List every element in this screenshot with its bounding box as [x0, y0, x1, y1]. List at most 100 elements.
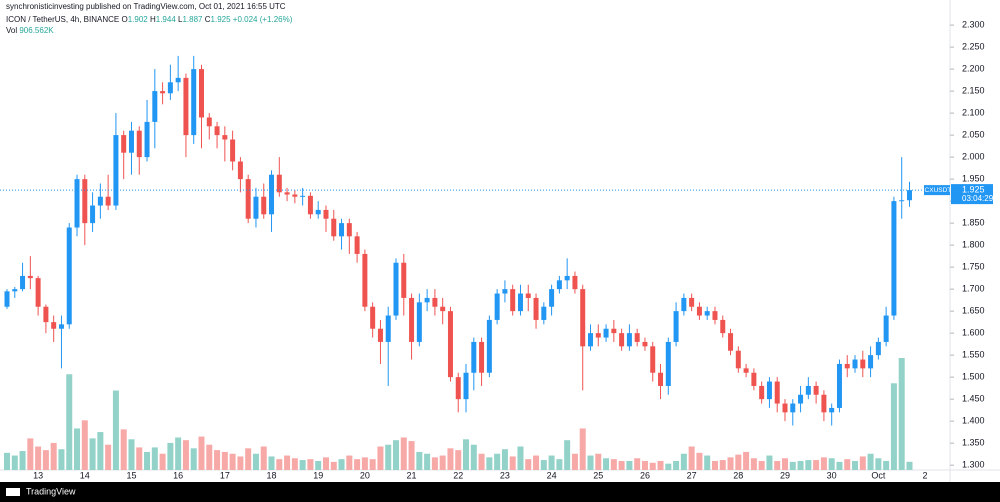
volume-bar — [144, 451, 151, 470]
candle-body — [603, 328, 609, 338]
candle-body — [300, 195, 306, 197]
ohlc-key: C — [205, 15, 211, 24]
candle-body — [479, 341, 485, 373]
candle-body — [191, 69, 197, 136]
candle-body — [393, 262, 399, 316]
candle-body — [175, 77, 181, 83]
volume-bar — [805, 460, 812, 470]
candle-body — [805, 385, 811, 395]
candle-body — [813, 385, 819, 395]
candle-body — [533, 297, 539, 320]
candle-body — [588, 333, 593, 347]
candle-body — [906, 190, 912, 201]
volume-bar — [128, 439, 135, 470]
candle-body — [331, 218, 337, 237]
volume-bar — [385, 444, 392, 470]
y-tick-label: 1.800 — [962, 239, 985, 249]
ohlc-key: L — [178, 15, 183, 24]
y-tick-label: 2.050 — [962, 129, 985, 139]
candle-body — [510, 289, 516, 312]
volume-bar — [408, 441, 415, 470]
candle-body — [883, 315, 889, 342]
candle-body — [307, 195, 313, 215]
candle-body — [160, 91, 166, 94]
volume-bar — [268, 456, 275, 470]
y-tick-label: 2.000 — [962, 151, 985, 161]
volume-bar — [276, 459, 283, 470]
volume-bar — [431, 457, 438, 470]
volume-bar — [673, 460, 680, 470]
candle-body — [821, 394, 827, 413]
volume-bar — [182, 440, 189, 470]
volume-bar — [315, 460, 322, 470]
volume-bar — [564, 440, 571, 470]
volume-bar — [27, 438, 34, 470]
candle-body — [782, 403, 788, 413]
volume-bar — [112, 390, 119, 470]
candle-body — [549, 289, 555, 307]
x-tick-label: 25 — [593, 470, 603, 480]
volume-bar — [58, 449, 65, 470]
candle-body — [90, 205, 96, 224]
y-tick-label: 1.550 — [962, 350, 985, 360]
volume-bar — [463, 439, 470, 470]
y-tick-label: 2.100 — [962, 107, 985, 117]
volume-bar — [338, 459, 345, 470]
candle-body — [183, 77, 189, 136]
volume-bar — [657, 460, 664, 470]
candle-body — [720, 319, 726, 334]
candle-body — [836, 363, 842, 408]
volume-bar — [766, 455, 773, 470]
candle-body — [751, 372, 757, 386]
candle-body — [370, 306, 376, 329]
candle-body — [276, 174, 282, 193]
volume-bar — [735, 454, 742, 470]
candle-body — [611, 328, 617, 334]
candle-body — [440, 306, 446, 312]
candle-body — [595, 333, 601, 338]
candle-body — [735, 350, 741, 369]
candle-body — [152, 91, 158, 122]
volume-bar — [820, 457, 827, 470]
volume-bar — [501, 449, 508, 470]
volume-bar — [252, 453, 259, 470]
volume-bar — [556, 459, 563, 470]
y-tick-label: 2.150 — [962, 85, 985, 95]
candle-body — [580, 289, 586, 347]
candle-body — [346, 223, 352, 237]
candle-body — [362, 253, 368, 307]
candle-body — [144, 121, 150, 158]
y-tick-label: 2.250 — [962, 41, 985, 51]
volume-bar — [867, 453, 874, 470]
x-tick-label: 28 — [733, 470, 743, 480]
volume-bar — [797, 460, 804, 470]
volume-bar — [346, 455, 353, 470]
candle-body — [113, 135, 119, 206]
volume-bar — [245, 448, 252, 470]
x-tick-label: 20 — [360, 470, 370, 480]
candle-body — [759, 385, 765, 400]
volume-bar — [750, 458, 757, 470]
ohlc-value: 1.887 — [182, 15, 203, 24]
volume-bar — [859, 456, 866, 470]
candle-body — [12, 289, 18, 292]
volume-bar — [369, 459, 376, 470]
candle-body — [728, 333, 734, 351]
volume-bar — [641, 460, 648, 470]
candle-body — [323, 209, 329, 219]
candle-body — [658, 372, 664, 386]
ohlc-key: H — [150, 15, 156, 24]
x-tick-label: 14 — [80, 470, 90, 480]
candle-body — [868, 355, 874, 369]
volume-bar — [509, 456, 516, 470]
x-tick-label: 23 — [500, 470, 510, 480]
volume-bar — [704, 455, 711, 470]
volume-bar — [618, 460, 625, 470]
candle-body — [214, 126, 220, 136]
ohlc-value: 1.925 — [211, 15, 232, 24]
candle-body — [665, 341, 671, 386]
volume-bar — [890, 383, 897, 470]
candle-body — [66, 227, 72, 325]
volume-bar — [97, 432, 104, 470]
candle-body — [237, 161, 243, 180]
